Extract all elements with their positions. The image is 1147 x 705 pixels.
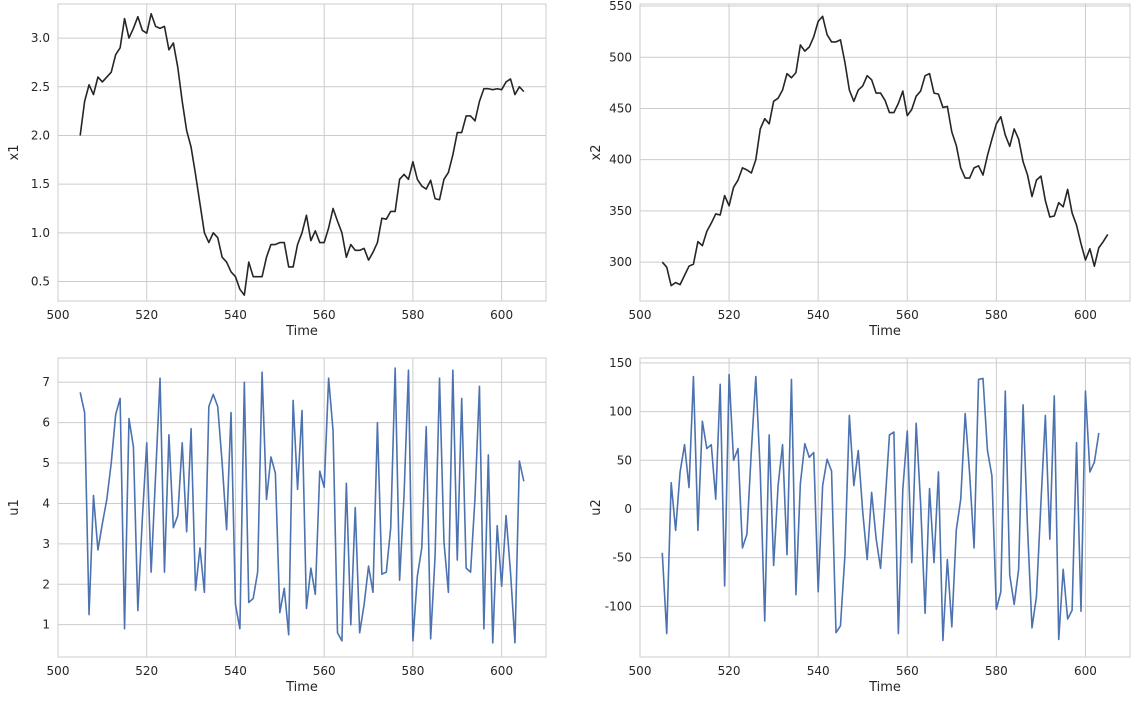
y-tick-label: 3 [42,537,50,551]
series-line-x1 [79,12,525,296]
x-tick-label: 560 [313,664,336,678]
plot-frame [57,3,547,302]
y-tick-label: 4 [42,496,50,510]
x-tick-label: 600 [1074,308,1097,322]
x-axis-label: Time [285,680,318,695]
y-tick-label: 50 [617,453,632,467]
y-tick-label: 5 [42,456,50,470]
y-tick-label: 0.5 [31,275,50,289]
x-tick-label: 540 [807,664,830,678]
y-tick-label: 550 [609,0,632,13]
x-tick-label: 520 [135,308,158,322]
y-tick-label: 7 [42,375,50,389]
x-tick-label: 540 [807,308,830,322]
y-tick-label: 400 [609,153,632,167]
y-tick-label: -50 [612,551,632,565]
series-line-u2 [661,373,1100,642]
x-tick-label: 500 [629,308,652,322]
series-line-u1 [79,367,525,644]
x-tick-label: 540 [224,308,247,322]
y-tick-label: 0 [624,502,632,516]
x-tick-label: 520 [718,308,741,322]
chart-x2: 500 520 540 560 580 600 300 350 400 450 500 550 Time… [589,0,1131,339]
y-tick-label: 500 [609,50,632,64]
y-axis-label: u1 [7,499,22,516]
x-tick-label: 580 [985,664,1008,678]
plot-area [58,4,546,301]
x-tick-label: 560 [313,308,336,322]
y-tick-label: -100 [605,599,632,613]
x-tick-label: 560 [896,308,919,322]
chart-u2: 500 520 540 560 580 600 -100 -50 0 50 100 150 Time u2 [589,356,1131,695]
plot-frame [639,3,1131,302]
x-axis-label: Time [868,324,901,339]
x-tick-label: 520 [718,664,741,678]
plot-area [640,4,1130,301]
x-axis-label: Time [285,324,318,339]
y-tick-label: 2.0 [31,128,50,142]
x-tick-label: 600 [490,308,513,322]
series-line-x2 [661,15,1109,287]
x-tick-label: 580 [401,308,424,322]
x-tick-label: 500 [47,664,70,678]
y-tick-label: 450 [609,101,632,115]
x-tick-label: 600 [1074,664,1097,678]
chart-u1: 500 520 540 560 580 600 1 2 3 4 5 6 7 Time u1 [7,357,547,695]
x-axis-label: Time [868,680,901,695]
y-tick-label: 100 [609,405,632,419]
y-axis-label: u2 [589,499,604,516]
plot-frame [639,357,1131,658]
x-tick-label: 520 [135,664,158,678]
y-tick-label: 6 [42,416,50,430]
y-tick-label: 1.0 [31,226,50,240]
x-tick-label: 580 [401,664,424,678]
y-tick-label: 350 [609,204,632,218]
x-tick-label: 580 [985,308,1008,322]
x-tick-label: 540 [224,664,247,678]
y-tick-label: 1.5 [31,177,50,191]
chart-x1: 500 520 540 560 580 600 0.5 1.0 1.5 2.0 2.5 3.0 Time… [7,3,547,339]
y-axis-label: x2 [589,145,604,161]
x-tick-label: 500 [629,664,652,678]
y-tick-label: 300 [609,255,632,269]
y-tick-label: 2.5 [31,80,50,94]
y-axis-label: x1 [7,145,22,161]
x-tick-label: 500 [47,308,70,322]
x-tick-label: 560 [896,664,919,678]
y-tick-label: 1 [42,618,50,632]
x-tick-label: 600 [490,664,513,678]
y-tick-label: 2 [42,577,50,591]
plot-frame [57,357,547,658]
y-tick-label: 3.0 [31,31,50,45]
y-tick-label: 150 [609,356,632,370]
plot-area [58,358,546,657]
